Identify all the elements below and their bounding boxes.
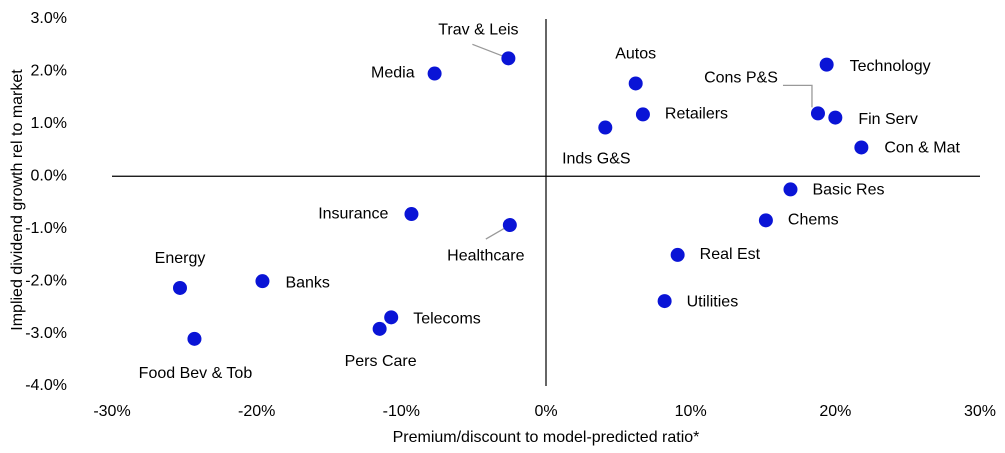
point-label: Chems <box>788 212 839 229</box>
point-label: Con & Mat <box>884 140 960 157</box>
point <box>635 107 650 122</box>
x-tick-label: 10% <box>675 403 707 420</box>
x-axis-title: Premium/discount to model-predicted rati… <box>393 429 700 446</box>
y-axis-title: Implied dividend growth rel to market <box>9 69 26 331</box>
point-label: Pers Care <box>345 353 417 370</box>
y-tick-label: -4.0% <box>25 377 67 394</box>
point-label: Real Est <box>700 246 761 263</box>
point-label: Food Bev & Tob <box>139 365 253 382</box>
point-label: Banks <box>285 274 329 291</box>
point-label: Fin Serv <box>858 111 918 128</box>
leader-line <box>472 43 504 57</box>
point <box>502 218 517 233</box>
point-label: Inds G&S <box>562 151 630 168</box>
y-tick-label: 0.0% <box>31 168 67 185</box>
point-label: Technology <box>850 58 931 75</box>
point-label: Trav & Leis <box>438 22 518 39</box>
point <box>854 140 869 155</box>
point-label: Energy <box>155 250 206 267</box>
point <box>598 120 613 135</box>
y-tick-label: 1.0% <box>31 115 67 132</box>
point <box>628 76 643 91</box>
x-tick-label: 20% <box>819 403 851 420</box>
point-label: Telecoms <box>413 311 481 328</box>
point <box>187 331 202 346</box>
point-label: Basic Res <box>812 182 884 199</box>
point <box>384 310 399 325</box>
point <box>172 280 187 295</box>
x-tick-label: -20% <box>238 403 275 420</box>
y-tick-label: -2.0% <box>25 272 67 289</box>
point-label: Media <box>371 65 415 82</box>
point-label: Insurance <box>318 205 388 222</box>
point <box>427 66 442 81</box>
point <box>255 274 270 289</box>
point-label: Autos <box>615 46 656 63</box>
point <box>810 106 825 121</box>
leader-line <box>782 84 813 108</box>
x-tick-label: 30% <box>964 403 996 420</box>
y-tick-label: -1.0% <box>25 220 67 237</box>
x-tick-label: 0% <box>534 403 557 420</box>
point-label: Cons P&S <box>704 70 778 87</box>
leader-line <box>485 227 506 240</box>
point <box>783 182 798 197</box>
point <box>372 321 387 336</box>
point <box>828 110 843 125</box>
point <box>501 51 516 66</box>
y-tick-label: 2.0% <box>31 63 67 80</box>
point <box>670 247 685 262</box>
point-label: Retailers <box>665 106 728 123</box>
y-tick-label: -3.0% <box>25 325 67 342</box>
x-tick-label: -30% <box>93 403 130 420</box>
x-tick-label: -10% <box>383 403 420 420</box>
point <box>758 213 773 228</box>
point <box>404 207 419 222</box>
y-tick-label: 3.0% <box>31 10 67 27</box>
point-label: Healthcare <box>447 247 524 264</box>
point <box>657 294 672 309</box>
point-label: Utilities <box>687 293 739 310</box>
point <box>819 57 834 72</box>
